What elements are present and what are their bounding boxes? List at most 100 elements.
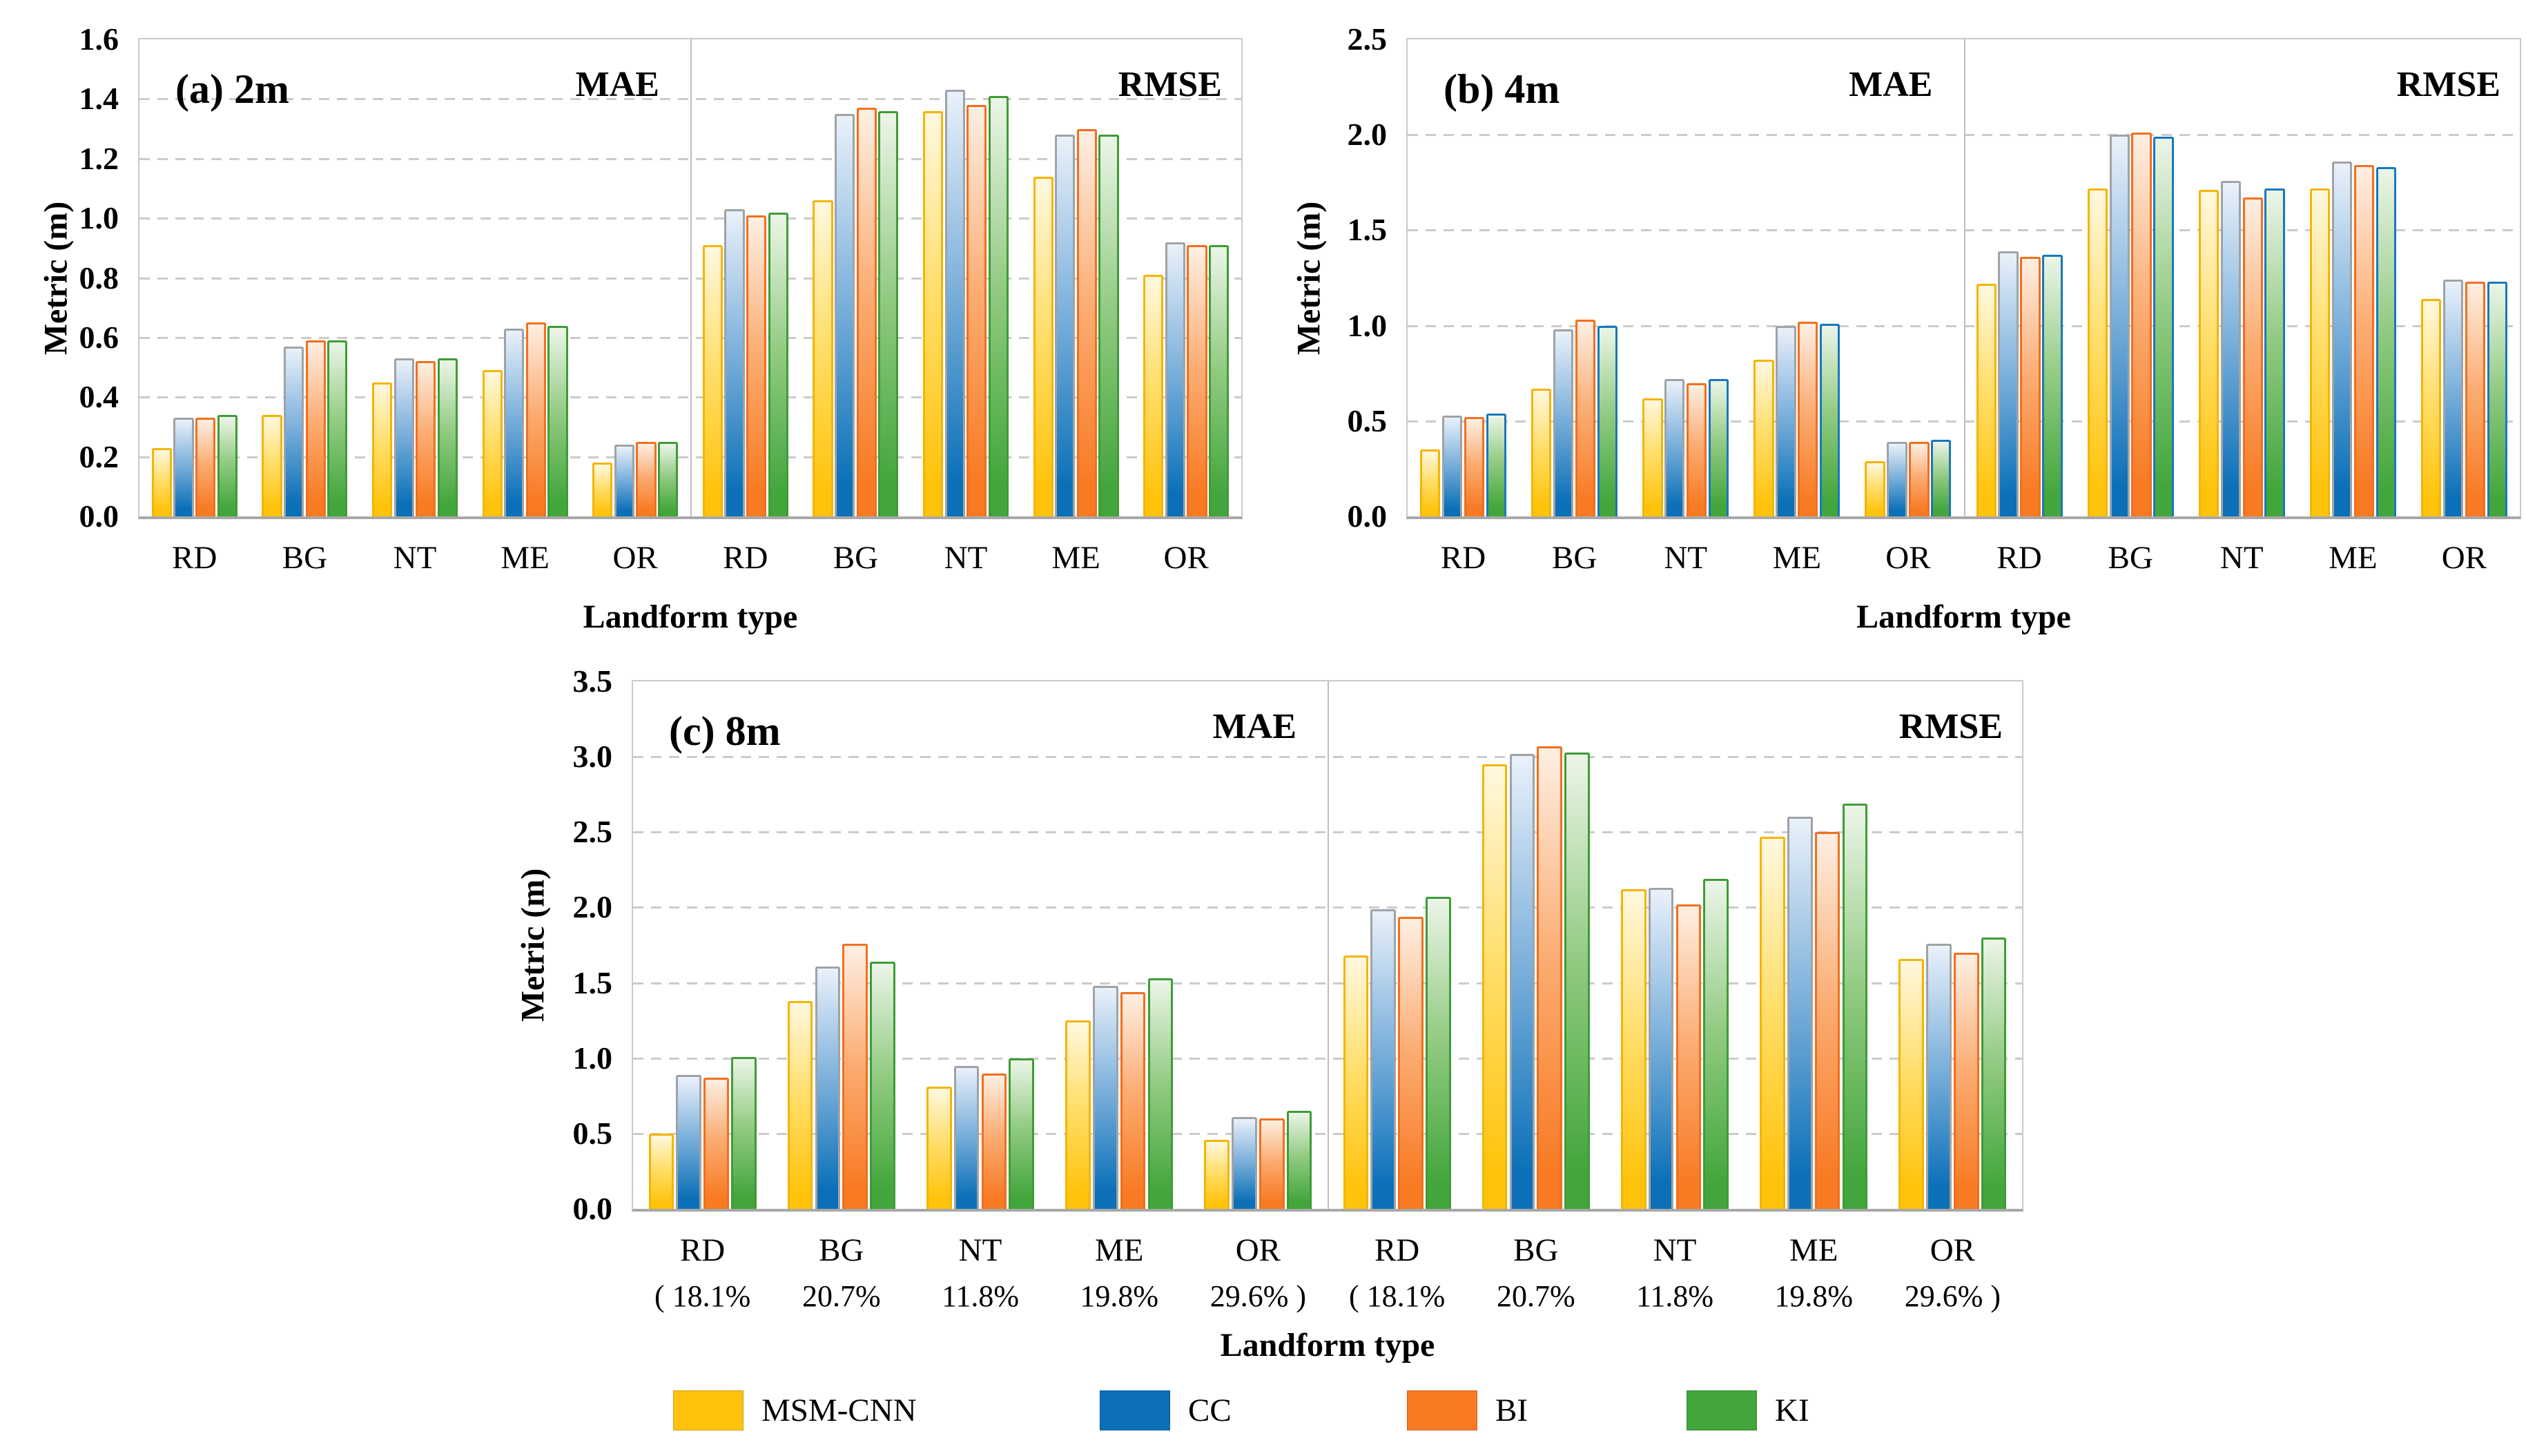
x-category-label: OR [1885,540,1931,576]
y-tick-label: 1.5 [1347,212,1388,248]
bar-msm-cnn-rd-rmse [1343,955,1369,1209]
bar-bi-nt-rmse [1675,904,1702,1209]
x-category-label: RD [723,540,768,576]
bar-bi-or-mae [636,442,657,516]
bars-layer-4m [1408,39,2520,516]
x-category-label: RD [679,1232,726,1268]
bars-layer-8m [633,681,2022,1209]
panel-title-mae-4m: MAE [1849,65,1933,104]
x-category-label: RD [172,540,217,576]
subplot-a-2m: (a) 2m MAE RMSE 0.0 0.2 0.4 0.6 0.8 1.0 1.2 1.4… [0,0,1265,661]
panel-title-rmse-8m: RMSE [1898,707,2003,746]
bar-msm-cnn-or-rmse [1143,275,1164,516]
x-category-label: OR [1163,540,1209,576]
legend-item-msm-cnn: MSM-CNN [673,1390,917,1430]
bar-cc-or-rmse [1165,242,1185,516]
y-tick-label: 0.4 [79,379,119,415]
bar-msm-cnn-me-mae [482,370,503,516]
legend-swatch-cc-icon [1100,1390,1170,1430]
bar-msm-cnn-bg-mae [1531,388,1552,516]
x-category-percentage: 19.8% [1080,1279,1159,1313]
legend-swatch-bi-icon [1407,1390,1477,1430]
panel-title-mae-2m: MAE [575,65,659,104]
bar-cc-me-mae [504,328,525,516]
panel-title-rmse-2m: RMSE [1118,65,1222,104]
y-tick-label: 0.0 [572,1191,613,1226]
bar-msm-cnn-or-mae [592,463,613,516]
panel-divider-2m [690,39,692,516]
bar-ki-me-mae [1820,323,1840,516]
bar-bi-rd-rmse [2020,257,2041,516]
x-axis-title-8m: Landform type [1220,1327,1435,1363]
bar-bi-nt-mae [1687,382,1707,516]
x-axis-title-4m: Landform type [1856,599,2071,635]
bar-ki-me-mae [547,325,568,516]
x-sublabels-8m: ( 18.1% 20.7% 11.8% 19.8% 29.6% ) ( 18.1% 20.7… [633,1278,2022,1315]
subplot-c-8m: (c) 8m MAE RMSE 0.0 0.5 1.0 1.5 2.0 2.5 3.0 3.5… [0,661,2526,1393]
x-category-label: OR [1930,1232,1976,1268]
y-tick-label: 0.0 [79,498,119,534]
bar-cc-bg-rmse [1509,753,1535,1209]
bar-bi-bg-mae [1575,320,1596,516]
bar-msm-cnn-bg-rmse [1481,764,1508,1209]
bar-cc-or-mae [614,445,634,516]
subplot-label-4m: (b) 4m [1444,66,1560,112]
bar-bi-bg-rmse [2131,133,2152,516]
bar-bi-me-mae [1798,322,1818,516]
x-category-label: ME [1789,1232,1838,1268]
legend: MSM-CNN CC BI KI [0,1390,2526,1453]
bar-bi-bg-mae [305,340,326,516]
x-category-label: BG [282,540,328,576]
bar-cc-nt-rmse [944,90,965,516]
x-axis-title-2m: Landform type [583,599,798,635]
bar-msm-cnn-nt-mae [926,1087,952,1209]
legend-label-cc: CC [1188,1392,1232,1428]
bar-cc-me-mae [1092,985,1118,1209]
bar-msm-cnn-me-rmse [1760,836,1785,1209]
bar-bi-nt-mae [416,361,436,516]
subplot-label-8m: (c) 8m [669,708,781,754]
bar-cc-nt-mae [953,1065,980,1209]
bar-ki-or-rmse [1981,938,2007,1209]
x-category-label: ME [1772,540,1822,576]
bar-msm-cnn-rd-rmse [1976,283,1996,516]
bar-bi-me-rmse [1814,832,1840,1209]
bar-bi-me-rmse [2353,165,2374,516]
bar-bi-nt-rmse [2242,197,2263,516]
bar-ki-bg-rmse [1564,752,1590,1209]
bar-bi-me-rmse [1076,128,1097,516]
bar-ki-rd-mae [731,1056,757,1209]
legend-item-cc: CC [1100,1390,1232,1430]
x-category-label: ME [1051,540,1100,576]
x-category-label: NT [958,1232,1002,1268]
bar-bi-or-rmse [2465,282,2486,516]
bar-ki-nt-mae [1009,1058,1035,1209]
bar-cc-rd-rmse [1998,251,2019,516]
x-category-label: ME [2329,540,2378,576]
bar-bi-nt-rmse [966,105,987,516]
y-axis-ticks-4m: 0.0 0.5 1.0 1.5 2.0 2.5 [1283,21,1397,534]
bar-cc-or-rmse [1926,943,1952,1209]
bar-ki-nt-mae [437,358,458,516]
x-category-label: NT [944,540,988,576]
bar-ki-rd-mae [1486,413,1507,516]
panel-title-rmse-4m: RMSE [2396,65,2500,104]
bar-msm-cnn-bg-rmse [2087,188,2108,516]
bar-cc-me-mae [1776,325,1796,516]
bar-bi-rd-rmse [746,215,767,516]
plot-area-8m: (c) 8m MAE RMSE 0.0 0.5 1.0 1.5 2.0 2.5 3.0 3.5… [515,663,2023,1363]
bar-cc-rd-rmse [1370,909,1396,1209]
x-category-percentage: ( 18.1% [1348,1279,1446,1313]
bar-cc-rd-mae [173,418,194,516]
y-tick-label: 1.4 [79,81,119,117]
x-category-label: RD [1996,540,2042,576]
bar-bi-bg-mae [842,943,868,1209]
x-category-label: BG [819,1232,864,1268]
bar-ki-or-rmse [2487,282,2507,516]
x-category-label: RD [1440,540,1486,576]
panel-divider-4m [1963,39,1965,516]
subplot-label-2m: (a) 2m [175,66,289,112]
plot-area-2m: (a) 2m MAE RMSE 0.0 0.2 0.4 0.6 0.8 1.0 1.2 1.4… [38,21,1243,635]
x-category-percentage: 20.7% [801,1279,881,1313]
bar-cc-me-rmse [1055,135,1076,516]
